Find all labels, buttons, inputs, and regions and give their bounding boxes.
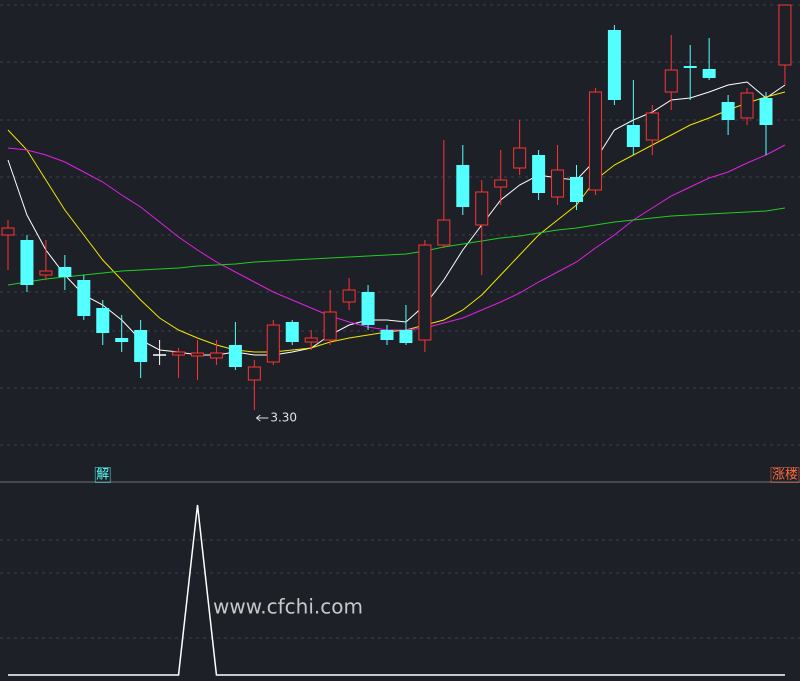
candle-body	[475, 191, 489, 226]
candle-body	[228, 345, 242, 367]
candle-body	[304, 337, 318, 343]
candle-body	[683, 66, 697, 68]
signal-label: 涨楼	[772, 468, 798, 483]
candle-body	[759, 98, 773, 125]
candle-body	[570, 177, 583, 202]
candle-body	[96, 308, 110, 333]
candle-body	[361, 292, 375, 325]
signal-box	[94, 467, 111, 483]
signal-label: 解	[96, 468, 109, 483]
low-arrow	[256, 414, 269, 422]
candle-body	[134, 330, 148, 362]
candle-body	[77, 280, 91, 316]
moving-average-line	[7, 144, 786, 331]
candle-body	[380, 330, 394, 340]
candle-body	[209, 352, 223, 359]
candle-body	[266, 324, 280, 363]
low-label: 3.30	[270, 411, 297, 425]
moving-average-line	[7, 207, 786, 286]
candle-body	[740, 92, 754, 119]
grid	[0, 4, 800, 639]
indicator-line	[8, 504, 785, 676]
candle-body	[456, 165, 470, 207]
candle-body	[626, 125, 640, 147]
candle-body	[1, 227, 15, 236]
candle-body	[342, 289, 356, 303]
candle-body	[39, 270, 53, 276]
candle-body	[418, 244, 432, 341]
candle-body	[172, 351, 186, 356]
candle-body	[721, 102, 735, 120]
candle-body	[778, 4, 792, 66]
candle-body	[607, 30, 621, 100]
candle-body	[323, 311, 337, 341]
candle-body	[191, 352, 204, 357]
candle-body	[247, 366, 261, 381]
candle-body	[115, 338, 129, 342]
signal-box	[770, 467, 800, 483]
candle-body	[58, 267, 72, 277]
candle-body	[532, 155, 546, 193]
candle-body	[437, 219, 451, 246]
candle-body	[285, 322, 299, 342]
candle-body	[588, 91, 602, 191]
candle-body	[551, 169, 565, 198]
candle-body	[513, 147, 527, 169]
candle-body	[664, 69, 678, 93]
watermark: www.cfchi.com	[213, 595, 363, 619]
candle-body	[645, 112, 659, 141]
candle-body	[494, 179, 508, 188]
candle-body	[399, 330, 413, 343]
candle-body	[702, 69, 716, 78]
moving-average-line	[7, 91, 786, 353]
candle-body	[20, 240, 34, 285]
